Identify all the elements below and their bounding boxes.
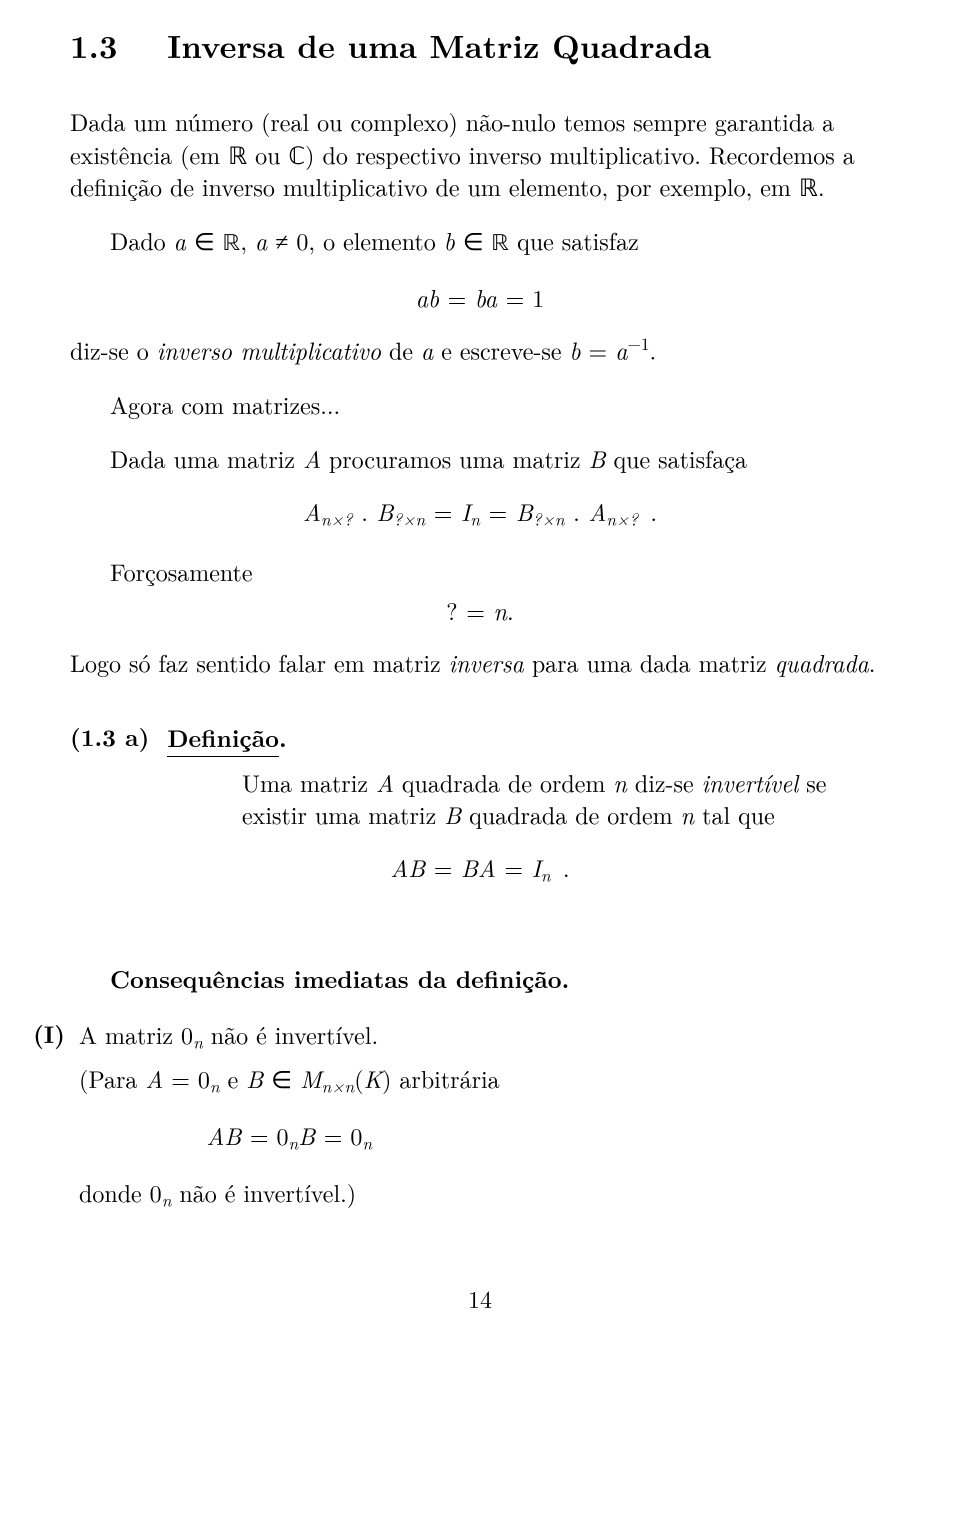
text: não é invertível.)	[171, 1175, 356, 1209]
text: diz-se	[627, 765, 702, 799]
definition-head: (1.3 a) Definição.	[70, 721, 890, 754]
page-number: 14	[70, 1282, 890, 1314]
intro-paragraph: Dada um número (real ou complexo) não-nu…	[70, 105, 890, 202]
text: e escreve-se	[433, 333, 569, 367]
text: .	[650, 333, 657, 367]
text: ,	[240, 223, 255, 257]
var: n	[681, 797, 695, 831]
eq-AB-BA-In: AB = BA = In .	[70, 851, 890, 888]
var: A	[376, 765, 394, 799]
roman-label: (I)	[31, 1018, 65, 1050]
def-head: Definição	[167, 721, 279, 757]
section-title: 1.3 Inversa de uma Matriz Quadrada	[70, 24, 890, 67]
eq-AB-0n: AB = 0nB = 0n	[79, 1119, 500, 1156]
agora-line: Agora com matrizes...	[70, 388, 890, 420]
text: e	[220, 1061, 247, 1095]
term: inverso multiplicativo	[157, 333, 381, 367]
dado-line: Dado a ∈ ℝ, a ≠ 0, o elemento b ∈ ℝ que …	[70, 224, 890, 260]
var: B	[444, 797, 461, 831]
text: de	[381, 333, 421, 367]
eq-q-n: ? = n.	[70, 594, 890, 626]
forcos-line: Forçosamente	[70, 555, 890, 587]
eq-dims: An×? . B?×n = In = B?×n . An×? .	[70, 495, 890, 532]
var: a	[421, 333, 433, 367]
text: tal que	[694, 797, 775, 831]
dada-matriz-line: Dada uma matriz A procuramos uma matriz …	[70, 442, 890, 474]
term: quadrada	[775, 645, 869, 679]
text: Uma matriz	[242, 765, 376, 799]
def-label: (1.3 a)	[70, 721, 149, 753]
text: Dado	[110, 223, 174, 257]
var: n	[613, 765, 627, 799]
text: arbitrária	[391, 1061, 499, 1095]
text: , o elemento	[308, 223, 443, 257]
def-body: Uma matriz A quadrada de ordem n diz-se …	[70, 766, 890, 831]
text: diz-se o	[70, 333, 157, 367]
item-I-line: A matriz 0n não é invertível.	[79, 1018, 500, 1055]
text: para uma dada matriz	[524, 645, 775, 679]
item-I: (I) A matriz 0n não é invertível. (Para …	[31, 1018, 890, 1213]
text: A matriz 0	[79, 1017, 193, 1051]
text: quadrada de ordem	[461, 797, 680, 831]
item-I-donde: donde 0n não é invertível.)	[79, 1176, 500, 1213]
eq-ab-ba: ab = ba = 1	[70, 281, 890, 313]
logo-line: Logo só faz sentido falar em matriz inve…	[70, 646, 890, 678]
item-I-para: (Para A = 0n e B ∈ Mn×n(K) arbitrária	[79, 1062, 500, 1099]
consequencias-title: Consequências imediatas da definição.	[70, 963, 890, 995]
text: (Para	[79, 1061, 145, 1095]
text: quadrada de ordem	[394, 765, 613, 799]
section-heading: Inversa de uma Matriz Quadrada	[167, 23, 711, 68]
text: não é invertível.	[203, 1017, 378, 1051]
dizse-line: diz-se o inverso multiplicativo de a e e…	[70, 333, 890, 366]
term: invertível	[702, 765, 799, 799]
text: que satisfaz	[509, 223, 639, 257]
section-number: 1.3	[70, 23, 118, 68]
text: Logo só faz sentido falar em matriz	[70, 645, 449, 679]
term: inversa	[449, 645, 524, 679]
text: donde 0	[79, 1175, 162, 1209]
